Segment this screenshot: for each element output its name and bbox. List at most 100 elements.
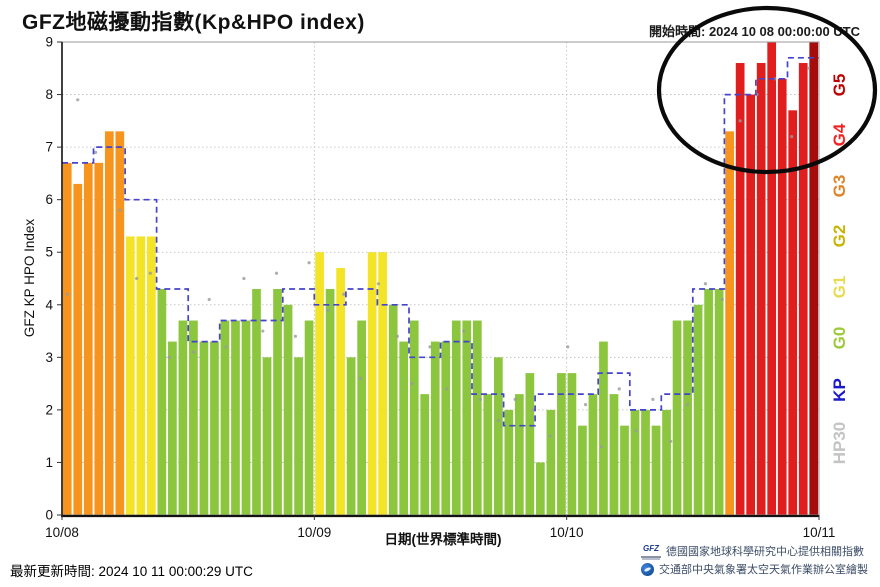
hp30-dot [496, 418, 500, 422]
hp-bar [210, 341, 219, 515]
hp-bar [367, 252, 377, 515]
hp-bar [168, 341, 177, 515]
hp-bar [557, 373, 566, 515]
hp30-dot [669, 439, 673, 444]
hp-bar [599, 341, 608, 515]
scale-label-g0: G0 [830, 327, 849, 350]
hp-bar [609, 394, 619, 515]
hp30-dot [274, 271, 279, 275]
hp-bar [104, 131, 114, 515]
hp-bar [630, 409, 640, 515]
credit-row-cwa: 交通部中央氣象署太空天氣作業辦公室繪製 [641, 561, 868, 577]
x-tick-label: 10/10 [550, 525, 584, 540]
hp30-dot [773, 77, 777, 81]
hp30-dot [755, 92, 759, 97]
hp-bar [336, 267, 345, 515]
update-time-label: 最新更新時間: 2024 10 11 00:00:29 UTC [10, 564, 253, 579]
hp-bar [462, 320, 472, 515]
hp30-dot [428, 345, 432, 349]
hp30-dot [118, 208, 122, 212]
hp-bar [672, 320, 682, 515]
hp30-dot [462, 329, 466, 333]
hp-bar [125, 236, 135, 515]
hp30-dot [703, 282, 708, 286]
hp-bar [756, 63, 766, 516]
hp30-dot [531, 408, 535, 412]
x-tick-label: 10/09 [297, 525, 331, 540]
hp30-dot [224, 345, 228, 349]
hp30-dot [651, 397, 655, 401]
y-tick-label: 8 [45, 87, 53, 102]
x-tick-label: 10/08 [45, 525, 79, 540]
hp-bar [273, 289, 282, 515]
hp-bar [525, 373, 535, 515]
hp-bar [115, 131, 125, 515]
hp-bar [588, 394, 598, 515]
hp-bar [641, 409, 650, 515]
credit-text-gfz: 德國國家地球科學研究中心提供相關指數 [666, 546, 864, 558]
y-tick-label: 1 [45, 455, 53, 470]
hp-bar [262, 357, 272, 515]
hp30-dot [293, 334, 298, 338]
hp30-dot [720, 297, 724, 302]
hp30-dot [806, 66, 811, 70]
hp-bar [504, 409, 514, 515]
credits-block: GFZ 德國國家地球科學研究中心提供相關指數 交通部中央氣象署太空天氣作業辦公室… [641, 543, 868, 577]
hp-bar [220, 320, 230, 515]
hp-bar [94, 162, 104, 515]
scale-label-kp: KP [830, 378, 849, 402]
scale-label-hp30: HP30 [830, 422, 849, 465]
hp-bar [798, 63, 808, 516]
hp-bar [231, 320, 240, 515]
hp-bar [472, 320, 482, 515]
hp-bar [252, 289, 261, 515]
hp-bar [430, 341, 440, 515]
hp30-dot [94, 150, 98, 154]
start-time-label: 開始時間: 2024 10 08 00:00:00 UTC [649, 24, 860, 39]
hp30-dot [445, 387, 449, 391]
hp-bar [73, 183, 83, 515]
credit-text-cwa: 交通部中央氣象署太空天氣作業辦公室繪製 [659, 564, 868, 576]
y-tick-label: 3 [45, 350, 53, 365]
hp-bar [546, 409, 556, 515]
hp30-dot [566, 345, 570, 349]
hp-bar [83, 162, 93, 515]
hp30-dot [548, 434, 552, 438]
hp-bar [725, 131, 734, 515]
hp-bar [735, 63, 745, 516]
hp-bar [651, 425, 661, 515]
hp-bar [767, 42, 777, 515]
hp-bar [683, 320, 692, 515]
hp30-dot [790, 135, 794, 139]
hp-bar [420, 394, 430, 515]
plot-frame [61, 41, 820, 516]
hp30-dot [358, 376, 363, 380]
hp-bar [189, 320, 198, 515]
hp-bar [157, 289, 167, 515]
hp30-dot [148, 271, 152, 275]
hp-bar [399, 341, 409, 515]
scale-label-g5: G5 [830, 74, 849, 97]
hp-bar [199, 341, 209, 515]
hp-bar [714, 289, 724, 515]
page-title: GFZ地磁擾動指數(Kp&HPO index) [22, 11, 365, 34]
scale-label-g4: G4 [830, 123, 849, 146]
hp-bar [304, 320, 314, 515]
hp-bar [493, 357, 503, 515]
hp30-dot [410, 382, 414, 386]
hp-bar [693, 304, 703, 515]
hp30-dot [207, 297, 211, 302]
hp-bar [136, 236, 146, 515]
hp-bar [178, 320, 188, 515]
scale-label-g3: G3 [830, 175, 849, 198]
hp30-dot [307, 261, 311, 265]
hp-bar [704, 289, 713, 515]
hp-bar [325, 289, 335, 515]
scale-label-g2: G2 [830, 225, 849, 248]
hp-bar [441, 341, 451, 515]
kp-step-line [62, 56, 819, 427]
hp-bar [578, 425, 587, 515]
cwa-logo-icon [641, 562, 654, 576]
